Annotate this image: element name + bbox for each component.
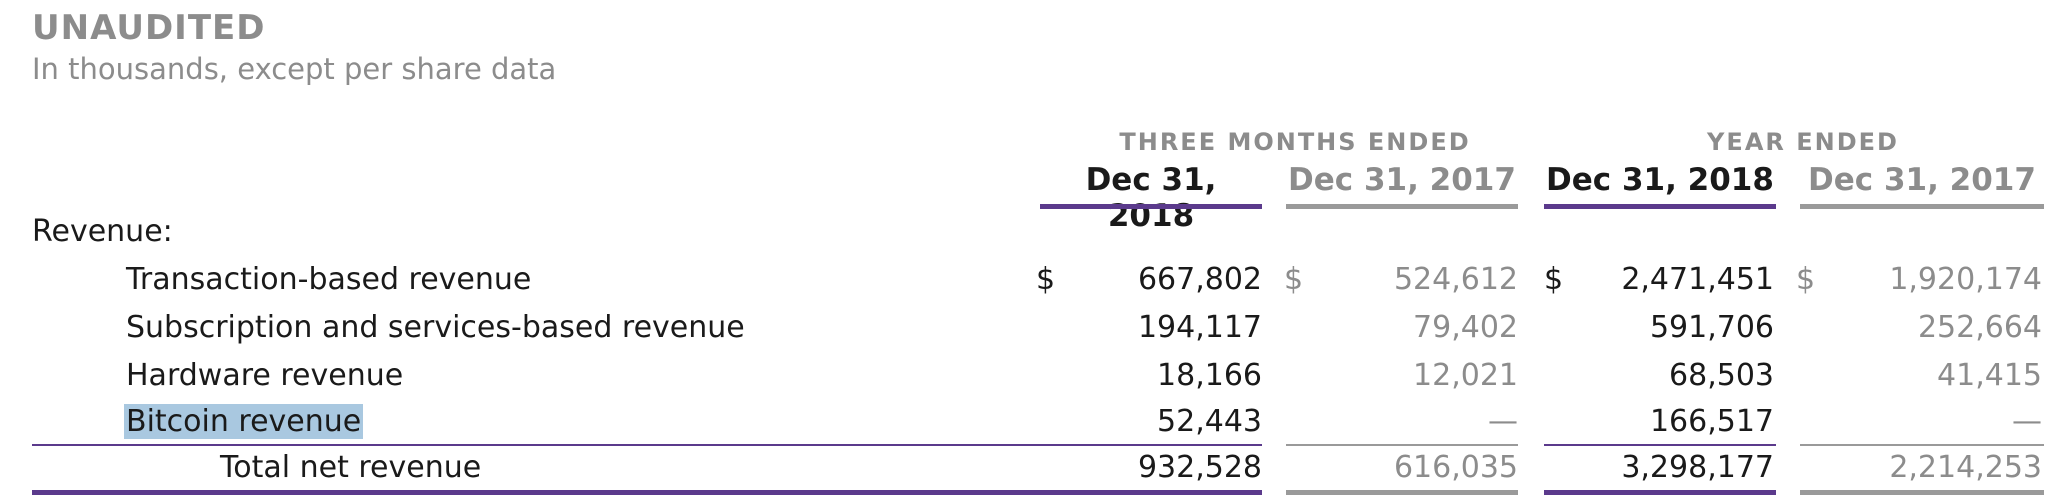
total-top-rule-fy-2017 xyxy=(1800,444,2044,446)
cell-bitcoin-q4-2017: — xyxy=(1488,404,1518,439)
period-three-months: THREE MONTHS ENDED xyxy=(1119,128,1471,156)
col-underline-fy-2018 xyxy=(1544,204,1776,209)
col-head-fy-2018: Dec 31, 2018 xyxy=(1546,162,1774,198)
total-bottom-rule-label xyxy=(32,490,1262,495)
col-head-q4-2017: Dec 31, 2017 xyxy=(1288,162,1516,198)
cell-total-q4-2017: 616,035 xyxy=(1393,450,1518,485)
total-bottom-rule-q4-2017 xyxy=(1286,490,1518,495)
cell-subscription-q4-2018: 194,117 xyxy=(1137,310,1262,345)
row-label-total: Total net revenue xyxy=(220,450,482,485)
total-top-rule-q4-2017 xyxy=(1286,444,1518,446)
col-underline-fy-2017 xyxy=(1800,204,2044,209)
total-top-rule-label xyxy=(32,444,1262,446)
cell-bitcoin-fy-2018: 166,517 xyxy=(1649,404,1774,439)
total-bottom-rule-fy-2018 xyxy=(1544,490,1776,495)
currency-symbol: $ xyxy=(1036,262,1056,297)
col-head-fy-2017: Dec 31, 2017 xyxy=(1808,162,2036,198)
cell-subscription-fy-2018: 591,706 xyxy=(1649,310,1774,345)
cell-hardware-fy-2017: 41,415 xyxy=(1937,358,2042,393)
cell-bitcoin-fy-2017: — xyxy=(2012,404,2042,439)
col-underline-q4-2017 xyxy=(1286,204,1518,209)
currency-symbol: $ xyxy=(1544,262,1564,297)
currency-symbol: $ xyxy=(1796,262,1816,297)
currency-symbol: $ xyxy=(1284,262,1304,297)
cell-transaction-fy-2018: 2,471,451 xyxy=(1621,262,1774,297)
bitcoin-label-highlight: Bitcoin revenue xyxy=(124,404,364,439)
cell-transaction-q4-2018: 667,802 xyxy=(1137,262,1262,297)
row-label-subscription: Subscription and services-based revenue xyxy=(126,310,745,345)
cell-total-q4-2018: 932,528 xyxy=(1137,450,1262,485)
cell-hardware-q4-2018: 18,166 xyxy=(1157,358,1262,393)
cell-transaction-q4-2017: 524,612 xyxy=(1393,262,1518,297)
cell-hardware-q4-2017: 12,021 xyxy=(1413,358,1518,393)
cell-bitcoin-q4-2018: 52,443 xyxy=(1157,404,1262,439)
cell-subscription-q4-2017: 79,402 xyxy=(1413,310,1518,345)
section-label-revenue: Revenue: xyxy=(32,214,173,249)
cell-subscription-fy-2017: 252,664 xyxy=(1917,310,2042,345)
total-top-rule-fy-2018 xyxy=(1544,444,1776,446)
statement-title: UNAUDITED xyxy=(32,8,266,48)
col-underline-q4-2018 xyxy=(1040,204,1262,209)
total-bottom-rule-fy-2017 xyxy=(1800,490,2044,495)
period-year: YEAR ENDED xyxy=(1707,128,1899,156)
row-label-transaction: Transaction-based revenue xyxy=(126,262,532,297)
col-head-q4-2018: Dec 31, 2018 xyxy=(1085,162,1217,234)
cell-hardware-fy-2018: 68,503 xyxy=(1669,358,1774,393)
statement-subtitle: In thousands, except per share data xyxy=(32,52,557,86)
cell-total-fy-2018: 3,298,177 xyxy=(1621,450,1774,485)
cell-total-fy-2017: 2,214,253 xyxy=(1889,450,2042,485)
row-label-bitcoin: Bitcoin revenue xyxy=(124,404,364,439)
row-label-hardware: Hardware revenue xyxy=(126,358,404,393)
cell-transaction-fy-2017: 1,920,174 xyxy=(1889,262,2042,297)
